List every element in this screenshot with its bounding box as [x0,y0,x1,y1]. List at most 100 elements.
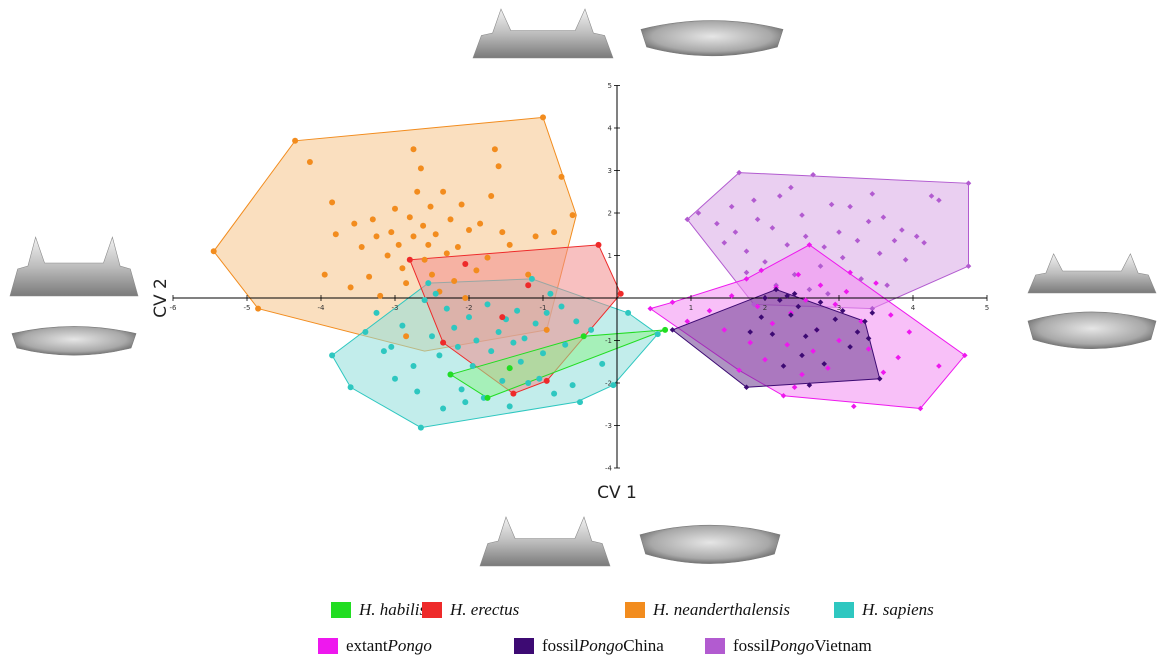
data-point-series-0 [569,212,576,219]
y-tick-label: 1 [608,252,612,260]
data-point-series-1 [536,375,543,382]
data-point-series-0 [432,231,439,238]
data-point-series-4 [936,197,942,204]
data-point-series-6 [806,382,813,388]
data-point-series-4 [921,239,927,246]
bottom-right-shape-occlusal [639,524,781,564]
data-point-series-0 [292,137,299,144]
data-point-series-6 [773,286,779,293]
data-point-series-5 [743,276,750,282]
data-point-series-0 [466,227,472,233]
data-point-series-1 [454,343,461,350]
data-point-series-4 [736,169,742,176]
data-point-series-5 [843,288,850,295]
data-point-series-0 [417,165,424,172]
data-point-series-0 [392,205,398,212]
y-tick-label: -4 [605,465,613,473]
data-point-series-1 [425,280,432,287]
data-point-series-0 [477,220,484,227]
data-point-series-1 [558,303,565,310]
data-point-series-3 [580,333,587,340]
data-point-series-0 [403,280,410,287]
data-point-series-4 [751,197,757,204]
data-point-series-4 [847,203,853,210]
data-point-series-5 [728,293,735,299]
data-point-series-0 [210,248,217,255]
data-point-series-1 [414,388,421,395]
data-point-series-0 [499,229,506,236]
data-point-series-0 [406,214,413,221]
data-point-series-1 [392,375,398,382]
data-point-series-0 [321,271,328,278]
data-point-series-0 [421,256,428,263]
data-point-series-0 [451,278,458,284]
data-point-series-6 [791,290,798,297]
axes-layer: -6 -5 -4 -3 -2 -1 1 2 3 4 5 -4 -3 -2 -1 1 2 3 4 5 [170,82,990,473]
data-point-series-1 [514,307,521,314]
data-point-series-0 [491,146,498,153]
data-point-series-0 [462,295,469,301]
data-point-series-3 [506,365,513,372]
data-point-series-0 [506,241,513,248]
data-point-series-0 [425,241,432,248]
data-point-series-6 [669,327,676,333]
y-tick-label: -2 [605,380,612,388]
data-point-series-6 [865,335,872,342]
data-point-series-1 [473,337,480,344]
data-point-series-1 [388,343,395,350]
data-point-series-6 [780,363,787,369]
data-point-series-0 [377,292,384,299]
data-point-series-1 [443,305,450,312]
data-point-series-5 [858,318,864,325]
data-point-series-5 [706,307,713,314]
data-point-series-1 [588,326,595,333]
data-point-series-6 [747,329,753,335]
data-point-series-1 [510,339,517,346]
data-point-series-5 [847,269,853,276]
data-point-series-5 [836,337,842,344]
x-tick-label: 2 [763,304,767,312]
data-point-series-0 [420,222,427,229]
data-point-series-0 [366,273,373,280]
data-point-series-1 [540,350,546,357]
data-point-series-0 [427,203,434,210]
data-point-series-5 [769,320,776,327]
data-point-series-1 [421,297,428,304]
data-point-series-2 [543,377,550,384]
data-point-series-5 [917,405,924,412]
data-point-series-0 [395,241,402,248]
data-point-series-0 [558,173,565,180]
data-point-series-4 [869,305,876,312]
data-point-series-1 [484,301,491,308]
data-point-series-0 [443,250,450,257]
y-tick-label: -1 [605,337,612,345]
data-point-series-6 [876,375,883,382]
data-point-series-6 [762,295,768,301]
data-point-series-5 [762,356,768,363]
data-point-series-4 [788,184,794,191]
data-point-series-5 [780,392,787,399]
data-point-series-1 [429,333,435,340]
data-point-series-1 [373,309,380,316]
data-point-series-1 [543,309,550,316]
data-point-series-6 [869,310,876,316]
data-point-series-1 [610,382,617,389]
data-point-series-4 [821,244,827,250]
data-point-series-4 [902,256,909,263]
data-point-series-1 [462,399,469,406]
data-point-series-5 [795,271,802,278]
data-point-series-4 [806,286,813,293]
data-point-series-5 [758,267,765,274]
x-tick-label: 1 [689,304,693,312]
x-tick-label: 5 [985,304,989,312]
data-point-series-5 [825,365,831,371]
data-point-series-6 [777,297,783,303]
data-point-series-5 [832,301,839,308]
data-point-series-4 [836,229,842,235]
data-point-series-5 [784,341,790,348]
data-point-series-1 [451,324,458,331]
data-point-series-0 [384,252,391,259]
data-point-series-0 [473,267,480,274]
y-tick-label: 5 [608,82,612,90]
top-right-shape-occlusal [640,20,784,57]
